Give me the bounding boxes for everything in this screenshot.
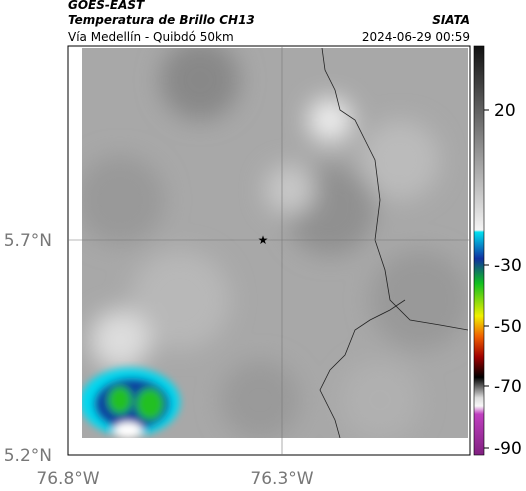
colorbar-tick-label: -30 xyxy=(494,256,522,276)
datetime: 2024-06-29 00:59 xyxy=(362,30,470,44)
colorbar-tick-label: -90 xyxy=(494,439,522,459)
colorbar-ticks: 20 -30 -50 -70 -90 xyxy=(484,101,522,459)
colorbar xyxy=(473,45,485,456)
colorbar-tick-label: -50 xyxy=(494,317,522,337)
colorbar-tick-label: 20 xyxy=(494,101,516,121)
agency-label: SIATA xyxy=(432,13,470,27)
subtitle: Vía Medellín - Quibdó 50km xyxy=(68,30,234,44)
satellite-image xyxy=(82,48,468,438)
colorbar-tick-label: -70 xyxy=(494,377,522,397)
location-marker: ★ xyxy=(258,233,269,247)
source-label: GOES-EAST xyxy=(68,0,145,12)
lon-label: 76.3°W xyxy=(250,469,313,489)
lon-label: 76.8°W xyxy=(36,469,99,489)
title: Temperatura de Brillo CH13 xyxy=(68,13,255,27)
lat-label: 5.7°N xyxy=(4,231,52,251)
axis-labels: 5.7°N 5.2°N 76.8°W 76.3°W xyxy=(4,231,314,489)
lat-label: 5.2°N xyxy=(4,446,52,466)
